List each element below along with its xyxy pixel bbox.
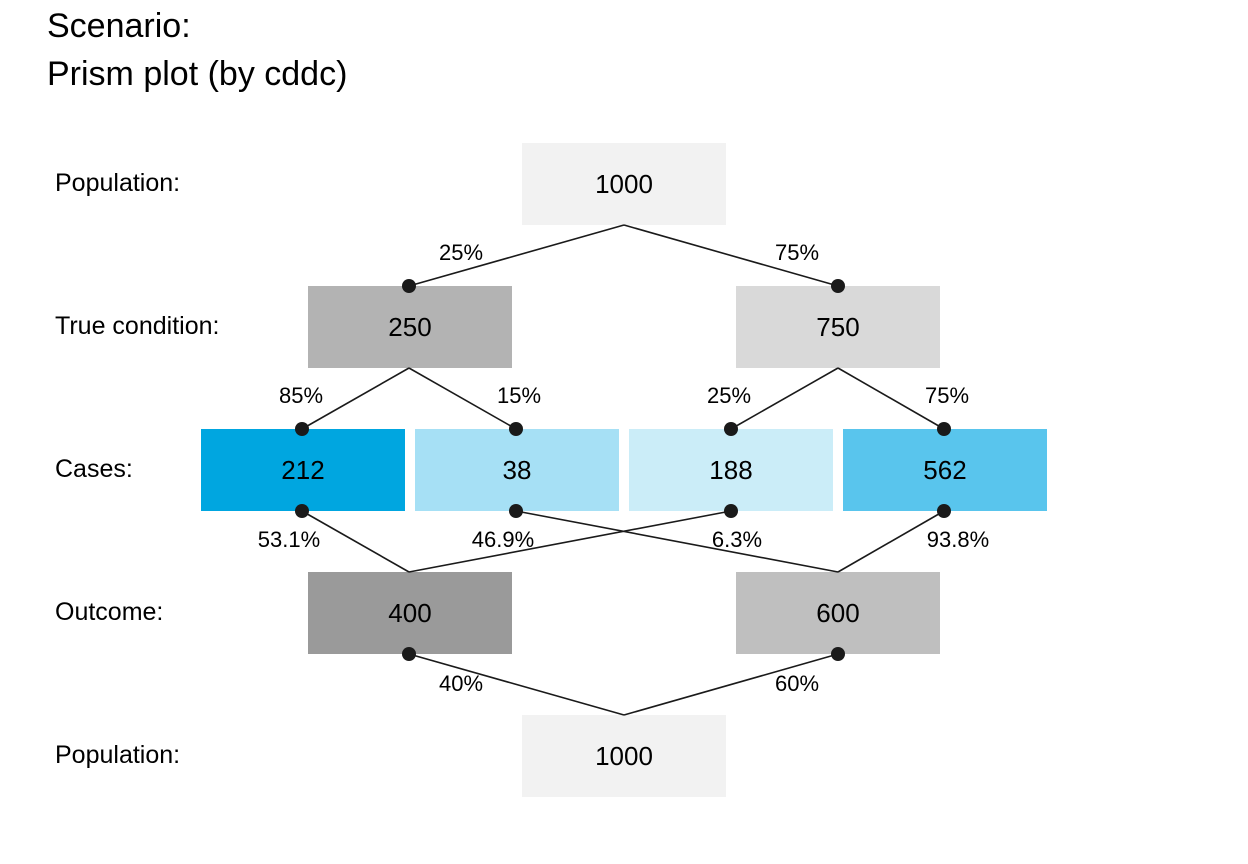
link-false-to-cr bbox=[837, 367, 945, 430]
pct-false-alarm-rate: 25% bbox=[706, 383, 752, 408]
link-population-to-true bbox=[408, 224, 625, 287]
pct-non-prevalence: 75% bbox=[774, 240, 820, 265]
node-dot-positive-bottom bbox=[402, 647, 416, 661]
node-dot-hi-bottom bbox=[295, 504, 309, 518]
link-true-to-hi bbox=[301, 367, 410, 430]
row-label-population-top: Population: bbox=[55, 169, 181, 197]
pct-fdr: 6.3% bbox=[711, 527, 763, 552]
box-population-top: 1000 bbox=[522, 143, 726, 225]
pct-fom: 46.9% bbox=[471, 527, 535, 552]
node-dot-hi-top bbox=[295, 422, 309, 436]
box-population-bottom: 1000 bbox=[522, 715, 726, 797]
box-outcome-positive: 400 bbox=[308, 572, 512, 654]
row-label-outcome: Outcome: bbox=[55, 598, 164, 626]
node-dot-cr-top bbox=[937, 422, 951, 436]
node-dot-false-top bbox=[831, 279, 845, 293]
link-positive-to-population bbox=[408, 653, 625, 716]
box-condition-false: 750 bbox=[736, 286, 940, 368]
node-dot-mi-top bbox=[509, 422, 523, 436]
chart-title-line-2: Prism plot (by cddc) bbox=[47, 55, 348, 93]
link-fa-to-positive bbox=[408, 510, 732, 573]
chart-title-line-1: Scenario: bbox=[47, 7, 191, 45]
link-true-to-mi bbox=[408, 367, 517, 430]
row-label-cases: Cases: bbox=[55, 455, 133, 483]
pct-sensitivity: 85% bbox=[278, 383, 324, 408]
pct-ppv: 53.1% bbox=[257, 527, 321, 552]
link-population-to-false bbox=[623, 224, 839, 287]
node-dot-fa-top bbox=[724, 422, 738, 436]
box-case-hi: 212 bbox=[201, 429, 405, 511]
box-case-cr: 562 bbox=[843, 429, 1047, 511]
pct-positive-rate: 40% bbox=[438, 671, 484, 696]
box-condition-true: 250 bbox=[308, 286, 512, 368]
box-case-mi: 38 bbox=[415, 429, 619, 511]
node-dot-negative-bottom bbox=[831, 647, 845, 661]
pct-negative-rate: 60% bbox=[774, 671, 820, 696]
node-dot-mi-bottom bbox=[509, 504, 523, 518]
row-label-true-condition: True condition: bbox=[55, 312, 220, 340]
link-false-to-fa bbox=[730, 367, 839, 430]
link-negative-to-population bbox=[623, 653, 839, 716]
node-dot-cr-bottom bbox=[937, 504, 951, 518]
link-cr-to-negative bbox=[837, 510, 945, 573]
pct-specificity: 75% bbox=[924, 383, 970, 408]
pct-prevalence: 25% bbox=[438, 240, 484, 265]
node-dot-true-top bbox=[402, 279, 416, 293]
box-case-fa: 188 bbox=[629, 429, 833, 511]
pct-miss-rate: 15% bbox=[496, 383, 542, 408]
node-dot-fa-bottom bbox=[724, 504, 738, 518]
link-hi-to-positive bbox=[301, 510, 410, 573]
link-mi-to-negative bbox=[515, 510, 839, 573]
pct-npv: 93.8% bbox=[926, 527, 990, 552]
row-label-population-bottom: Population: bbox=[55, 741, 181, 769]
box-outcome-negative: 600 bbox=[736, 572, 940, 654]
